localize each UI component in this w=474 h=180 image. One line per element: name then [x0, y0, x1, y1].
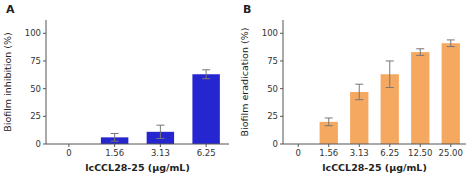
error-bar — [202, 70, 210, 79]
chart-container: A 0 25 50 75 100 0 1.56 3.13 6.25 lcCCL28-25 (μg/m… — [0, 0, 474, 180]
y-tick-label: 0 — [273, 139, 278, 149]
panel: B 0 25 50 75 100 0 1.56 3.13 6.25 12.50 25.00 lcCCL2… — [239, 3, 466, 173]
x-tick-label: 6.25 — [197, 148, 216, 158]
x-tick-label: 12.50 — [408, 148, 432, 158]
bar — [442, 43, 460, 144]
x-tick — [206, 144, 207, 147]
error-bar — [447, 40, 455, 47]
bar — [192, 74, 219, 144]
x-axis-label: lcCCL28-25 (μg/mL) — [322, 162, 426, 173]
error-bar — [156, 125, 164, 138]
y-tick-label: 25 — [30, 111, 41, 121]
y-tick-label: 100 — [25, 28, 41, 38]
x-tick-label: 3.13 — [350, 148, 369, 158]
x-tick-label: 25.00 — [439, 148, 463, 158]
marks — [101, 70, 220, 144]
y-tick-label: 50 — [267, 84, 278, 94]
bar — [350, 92, 368, 144]
marks — [320, 40, 460, 144]
x-tick-label: 1.56 — [319, 148, 338, 158]
x-tick-label: 3.13 — [151, 148, 170, 158]
x-tick — [389, 144, 390, 147]
y-tick-label: 100 — [262, 28, 278, 38]
panel: A 0 25 50 75 100 0 1.56 3.13 6.25 lcCCL28-25 (μg/m… — [2, 3, 229, 173]
x-tick-label: 0 — [296, 148, 301, 158]
x-tick-label: 0 — [66, 148, 71, 158]
x-axis-label: lcCCL28-25 (μg/mL) — [85, 162, 189, 173]
y-axis-label: Biofilm inhibition (%) — [2, 32, 13, 132]
x-axis-line — [46, 144, 229, 145]
panel-label: A — [6, 3, 15, 16]
panel-label: B — [243, 3, 251, 16]
chart-svg: A 0 25 50 75 100 0 1.56 3.13 6.25 lcCCL28-25 (μg/m… — [0, 0, 474, 180]
error-bar — [416, 49, 424, 56]
error-bar — [355, 84, 363, 100]
x-tick — [359, 144, 360, 147]
x-tick — [298, 144, 299, 147]
error-bar — [111, 133, 119, 141]
x-tick — [450, 144, 451, 147]
bar — [411, 52, 429, 144]
x-tick — [160, 144, 161, 147]
y-tick-label: 25 — [267, 111, 278, 121]
error-bar — [325, 118, 333, 126]
x-tick — [68, 144, 69, 147]
x-tick-label: 6.25 — [380, 148, 399, 158]
y-axis-line — [283, 20, 284, 144]
error-bar — [386, 61, 394, 88]
x-tick — [328, 144, 329, 147]
y-axis-label: Biofilm eradication (%) — [239, 28, 250, 137]
y-tick-label: 50 — [30, 84, 41, 94]
y-tick-label: 0 — [36, 139, 41, 149]
x-tick — [420, 144, 421, 147]
y-tick-label: 75 — [30, 56, 41, 66]
x-tick — [114, 144, 115, 147]
y-axis-line — [46, 20, 47, 144]
y-tick-label: 75 — [267, 56, 278, 66]
x-axis-line — [283, 144, 466, 145]
x-tick-label: 1.56 — [105, 148, 124, 158]
